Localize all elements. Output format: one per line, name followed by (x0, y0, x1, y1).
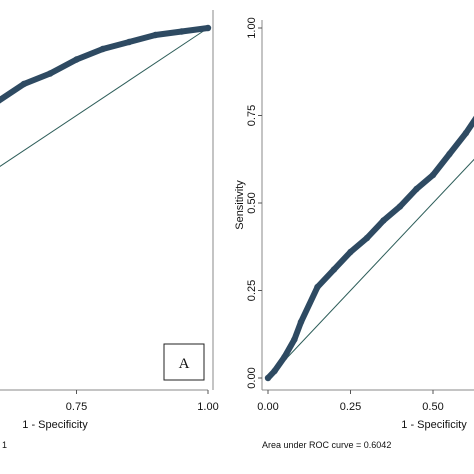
panel-b-y-tick-label: 0.50 (246, 192, 258, 213)
panel-a-footnote: 1 (2, 440, 7, 450)
panel-b-y-tick-label: 0.00 (246, 367, 258, 388)
panel-b-x-tick-label: 0.25 (340, 401, 361, 413)
panel-b-roc-point (429, 171, 437, 179)
panel-a-roc-point (20, 80, 28, 88)
panel-b-x-axis-title: 1 - Specificity (401, 419, 467, 431)
panel-b-roc-point (330, 266, 338, 273)
panel-a-roc-point (47, 70, 54, 77)
panel-b-roc-point (347, 248, 354, 256)
panel-b-roc-point (462, 129, 470, 137)
panel-a-label-box (163, 343, 205, 381)
panel-a-roc-point (152, 31, 159, 39)
panel-b-roc-point (297, 318, 305, 326)
panel-b-roc-point (413, 185, 420, 193)
panel-b-roc-point (271, 367, 278, 375)
panel-a-roc-point (204, 24, 212, 32)
panel-a-roc-point (0, 99, 1, 104)
panel-b-roc-point (281, 353, 288, 361)
panel-a-x-axis-title: 1 - Specificity (22, 419, 88, 431)
panel-a-x-tick-label: 1.00 (197, 401, 218, 413)
panel-a-roc-point (125, 38, 133, 46)
panel-b-roc-point (446, 150, 453, 158)
panel-a-roc-point (178, 28, 185, 35)
panel-a-reference-line (0, 27, 209, 168)
panel-b-roc-point (380, 217, 387, 224)
panel-b-reference-line (267, 158, 474, 379)
panel-a-roc-point (73, 56, 80, 63)
panel-a-roc-point (99, 45, 107, 53)
panel-b-roc-point (264, 374, 272, 382)
panel-a-x-tick-label: 0.75 (66, 401, 87, 413)
panel-b-roc-point (314, 283, 321, 291)
panel-b-roc-point (363, 234, 371, 242)
panel-a-label: A (179, 356, 190, 372)
roc-panel-b: Sensitivity 1 - Specificity Area under R… (234, 17, 474, 450)
panel-b-auc-annotation: Area under ROC curve = 0.6042 (262, 440, 391, 450)
panel-b-y-tick-label: 0.75 (246, 105, 258, 126)
panel-b-y-tick-label: 1.00 (246, 17, 258, 38)
panel-b-roc-curve (265, 115, 474, 381)
roc-panel-a: 1 - Specificity 1 0.500.751.00A (0, 10, 219, 450)
panel-b-y-tick-label: 0.25 (246, 280, 258, 301)
panel-b-roc-point (396, 203, 404, 210)
panel-b-roc-point (291, 336, 298, 343)
panel-b-y-axis-title: Sensitivity (234, 180, 246, 230)
panel-a-roc-curve (0, 25, 211, 104)
panel-b-x-tick-label: 0.50 (422, 401, 443, 413)
panel-b-x-tick-label: 0.00 (257, 401, 278, 413)
